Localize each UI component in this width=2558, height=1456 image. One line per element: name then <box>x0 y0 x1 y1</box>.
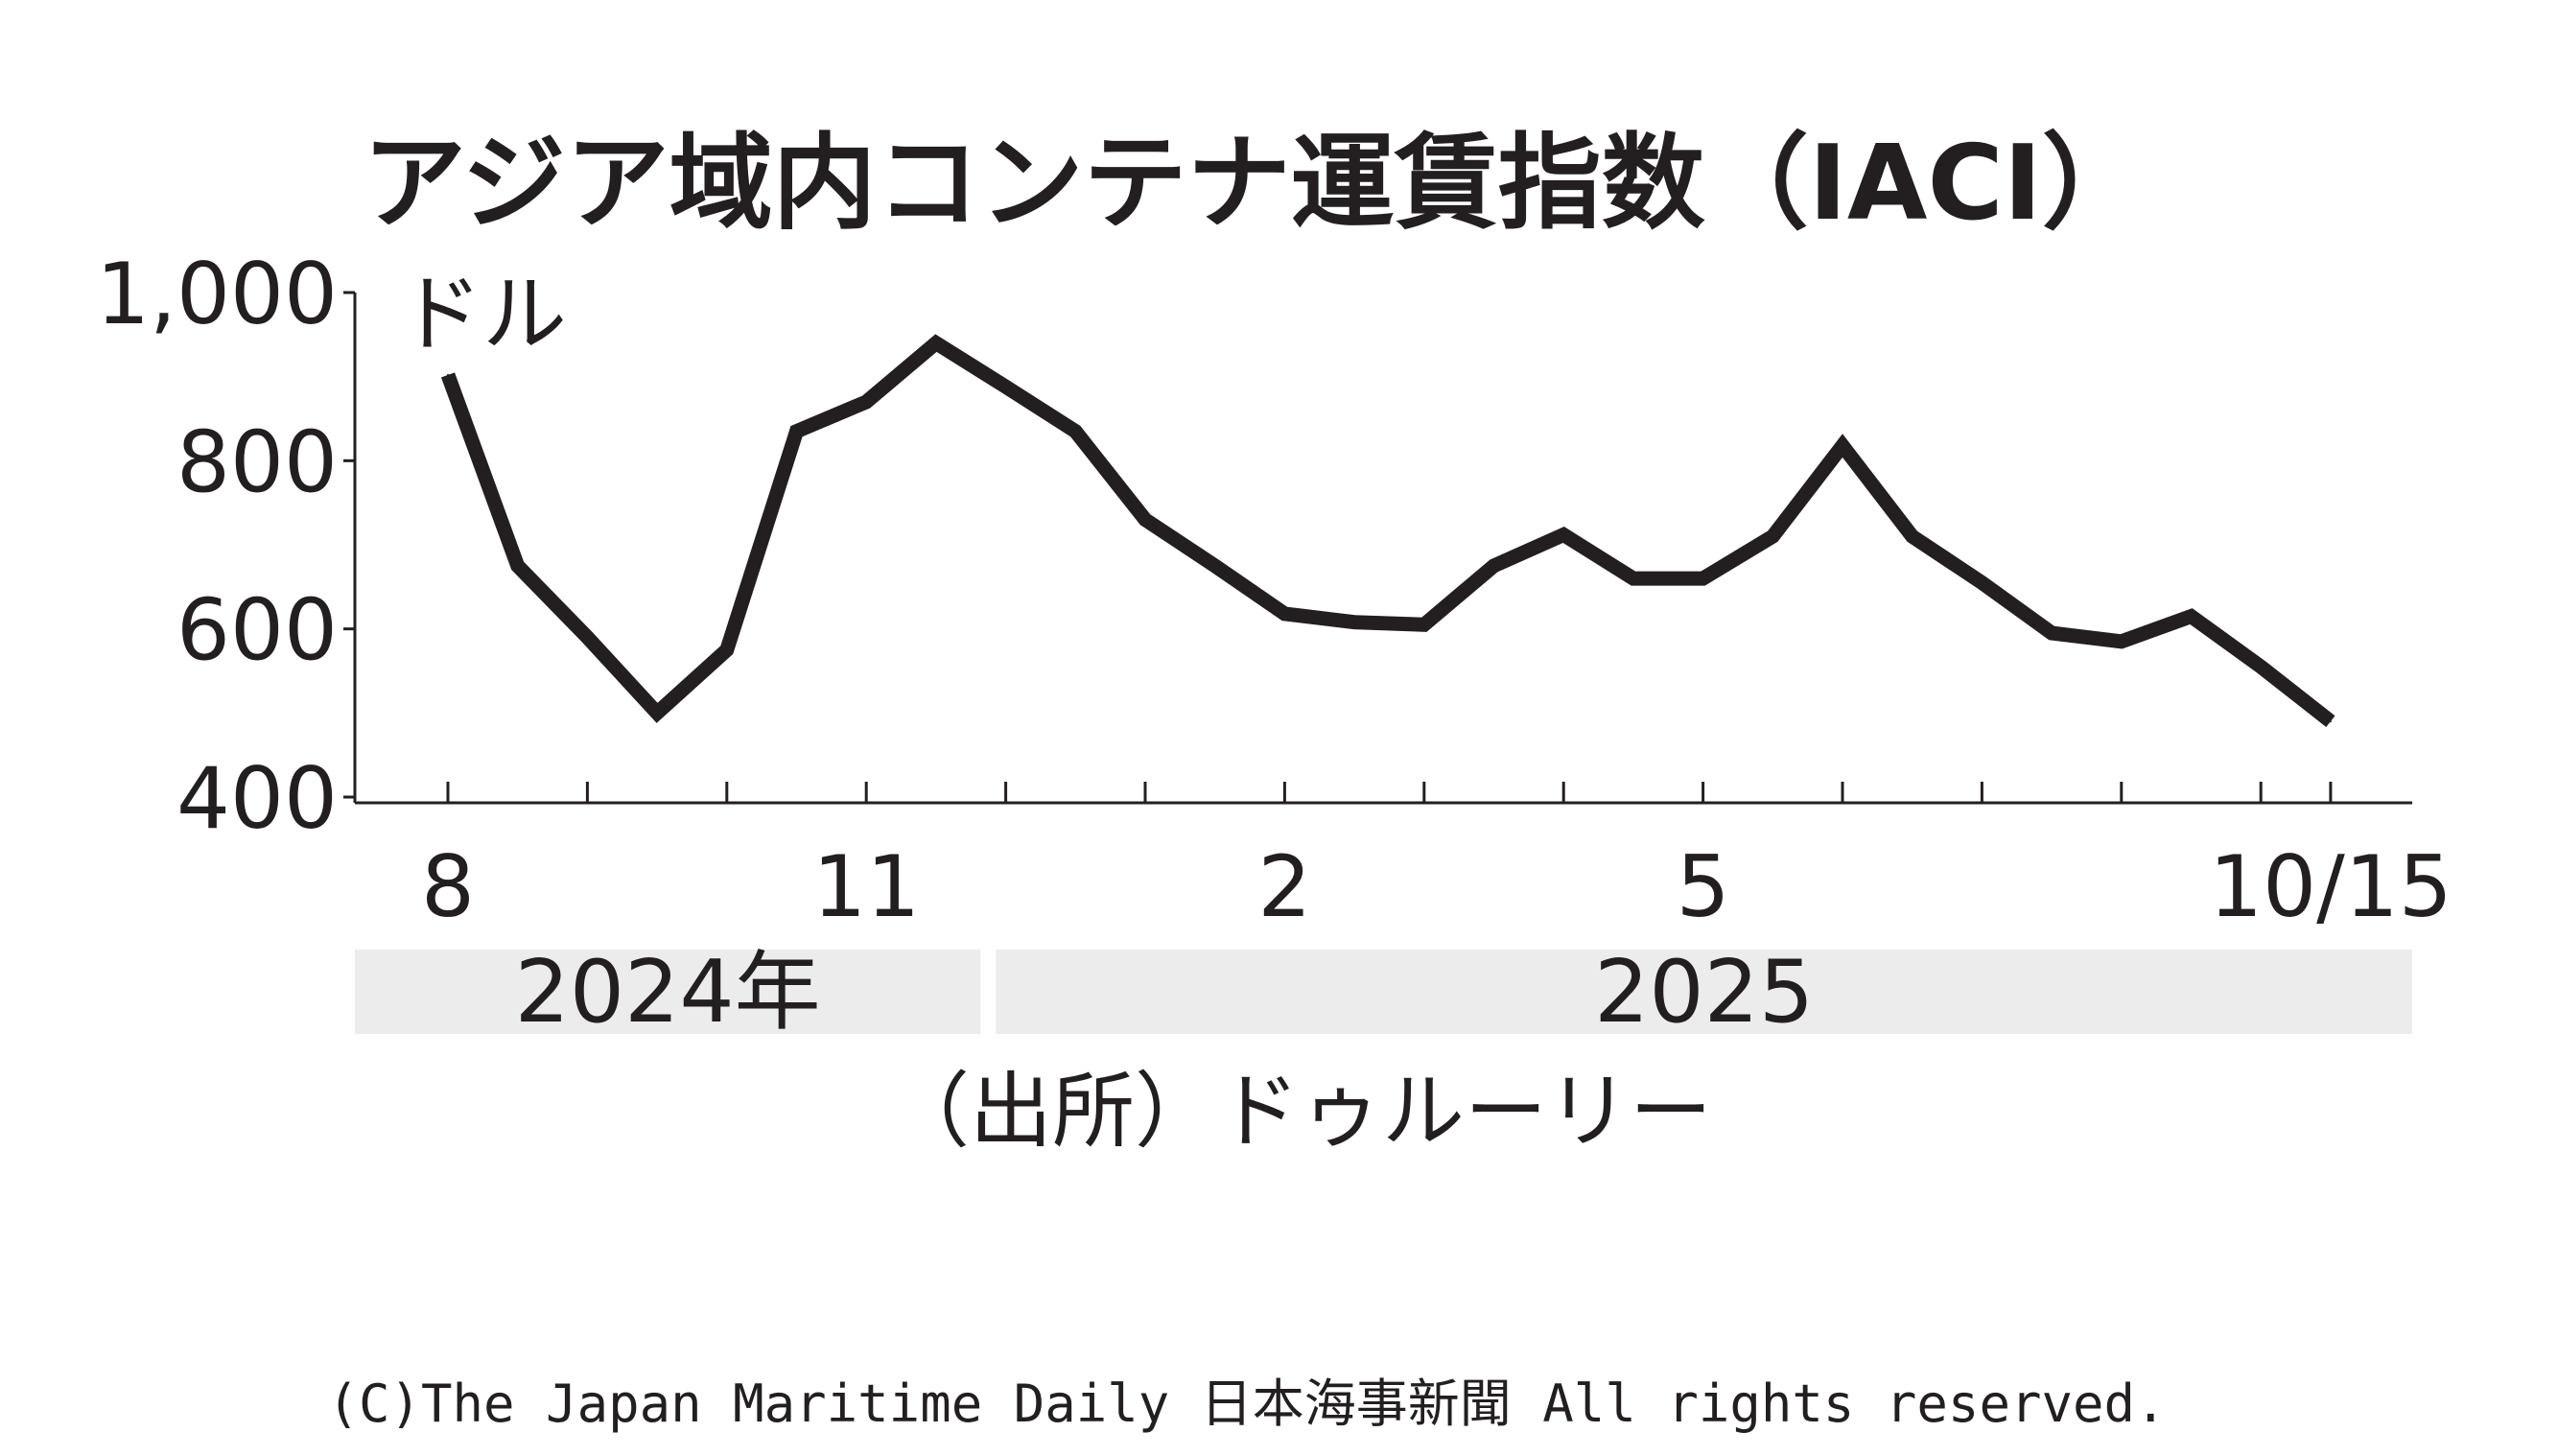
data-point-0-3 <box>656 712 659 715</box>
y-axis-unit-label: ドル <box>398 265 567 364</box>
x-tick-label-0: 8 <box>421 837 475 936</box>
data-point-0-20 <box>1842 444 1843 447</box>
data-point-0-8 <box>1004 386 1007 388</box>
year-band-1 <box>996 950 2412 1034</box>
data-point-0-4 <box>725 648 728 651</box>
x-axis-ticks: 8 11 2 5 10/15 <box>421 782 2452 936</box>
data-point-0-13 <box>1353 621 1356 623</box>
year-band-label-1: 2025 <box>1594 942 1814 1043</box>
year-band-label-0: 2024年 <box>515 942 821 1043</box>
series-line-0 <box>440 334 2335 728</box>
data-point-0-14 <box>1422 623 1425 626</box>
data-point-0-21 <box>1911 535 1913 538</box>
data-point-0-2 <box>586 636 589 639</box>
data-point-0-9 <box>1074 430 1077 433</box>
chart-title: アジア域内コンテナ運賃指数（IACI） <box>363 124 2146 244</box>
y-tick-label-3: 1,000 <box>96 245 338 343</box>
data-point-0-25 <box>2190 615 2193 618</box>
y-axis-ticks: 400 600 800 1,000 <box>96 245 355 848</box>
copyright-notice: (C)The Japan Maritime Daily 日本海事新聞 All r… <box>327 1374 2166 1434</box>
data-point-0-0 <box>447 373 449 376</box>
data-point-0-5 <box>795 430 798 433</box>
x-tick-label-1: 11 <box>812 837 920 936</box>
data-point-0-10 <box>1144 518 1146 521</box>
data-point-0-26 <box>2260 666 2263 669</box>
data-point-0-16 <box>1562 533 1565 536</box>
data-point-0-19 <box>1772 535 1774 538</box>
data-point-0-11 <box>1213 564 1216 567</box>
year-band-0 <box>355 950 981 1034</box>
data-point-0-7 <box>934 341 937 344</box>
data-point-0-24 <box>2120 640 2123 643</box>
data-point-0-18 <box>1701 577 1704 580</box>
y-tick-label-1: 600 <box>176 581 338 680</box>
data-point-0-27 <box>2329 720 2332 723</box>
data-point-0-23 <box>2051 632 2053 635</box>
data-point-0-15 <box>1492 564 1495 567</box>
data-point-0-6 <box>865 400 868 403</box>
source-note: （出所）ドゥルーリー <box>887 1064 1712 1160</box>
axes <box>353 293 2412 805</box>
data-point-0-22 <box>1981 581 1983 584</box>
data-point-0-17 <box>1631 577 1634 580</box>
year-bands: 2024年 2025 <box>355 942 2412 1043</box>
x-tick-label-2: 2 <box>1257 837 1311 936</box>
data-point-0-1 <box>516 564 519 567</box>
series-layer <box>440 334 2335 728</box>
x-tick-label-3: 5 <box>1677 837 1730 936</box>
y-tick-label-0: 400 <box>176 749 338 848</box>
data-point-0-12 <box>1283 612 1286 615</box>
x-tick-label-4: 10/15 <box>2209 837 2452 936</box>
y-tick-label-2: 800 <box>176 412 338 511</box>
